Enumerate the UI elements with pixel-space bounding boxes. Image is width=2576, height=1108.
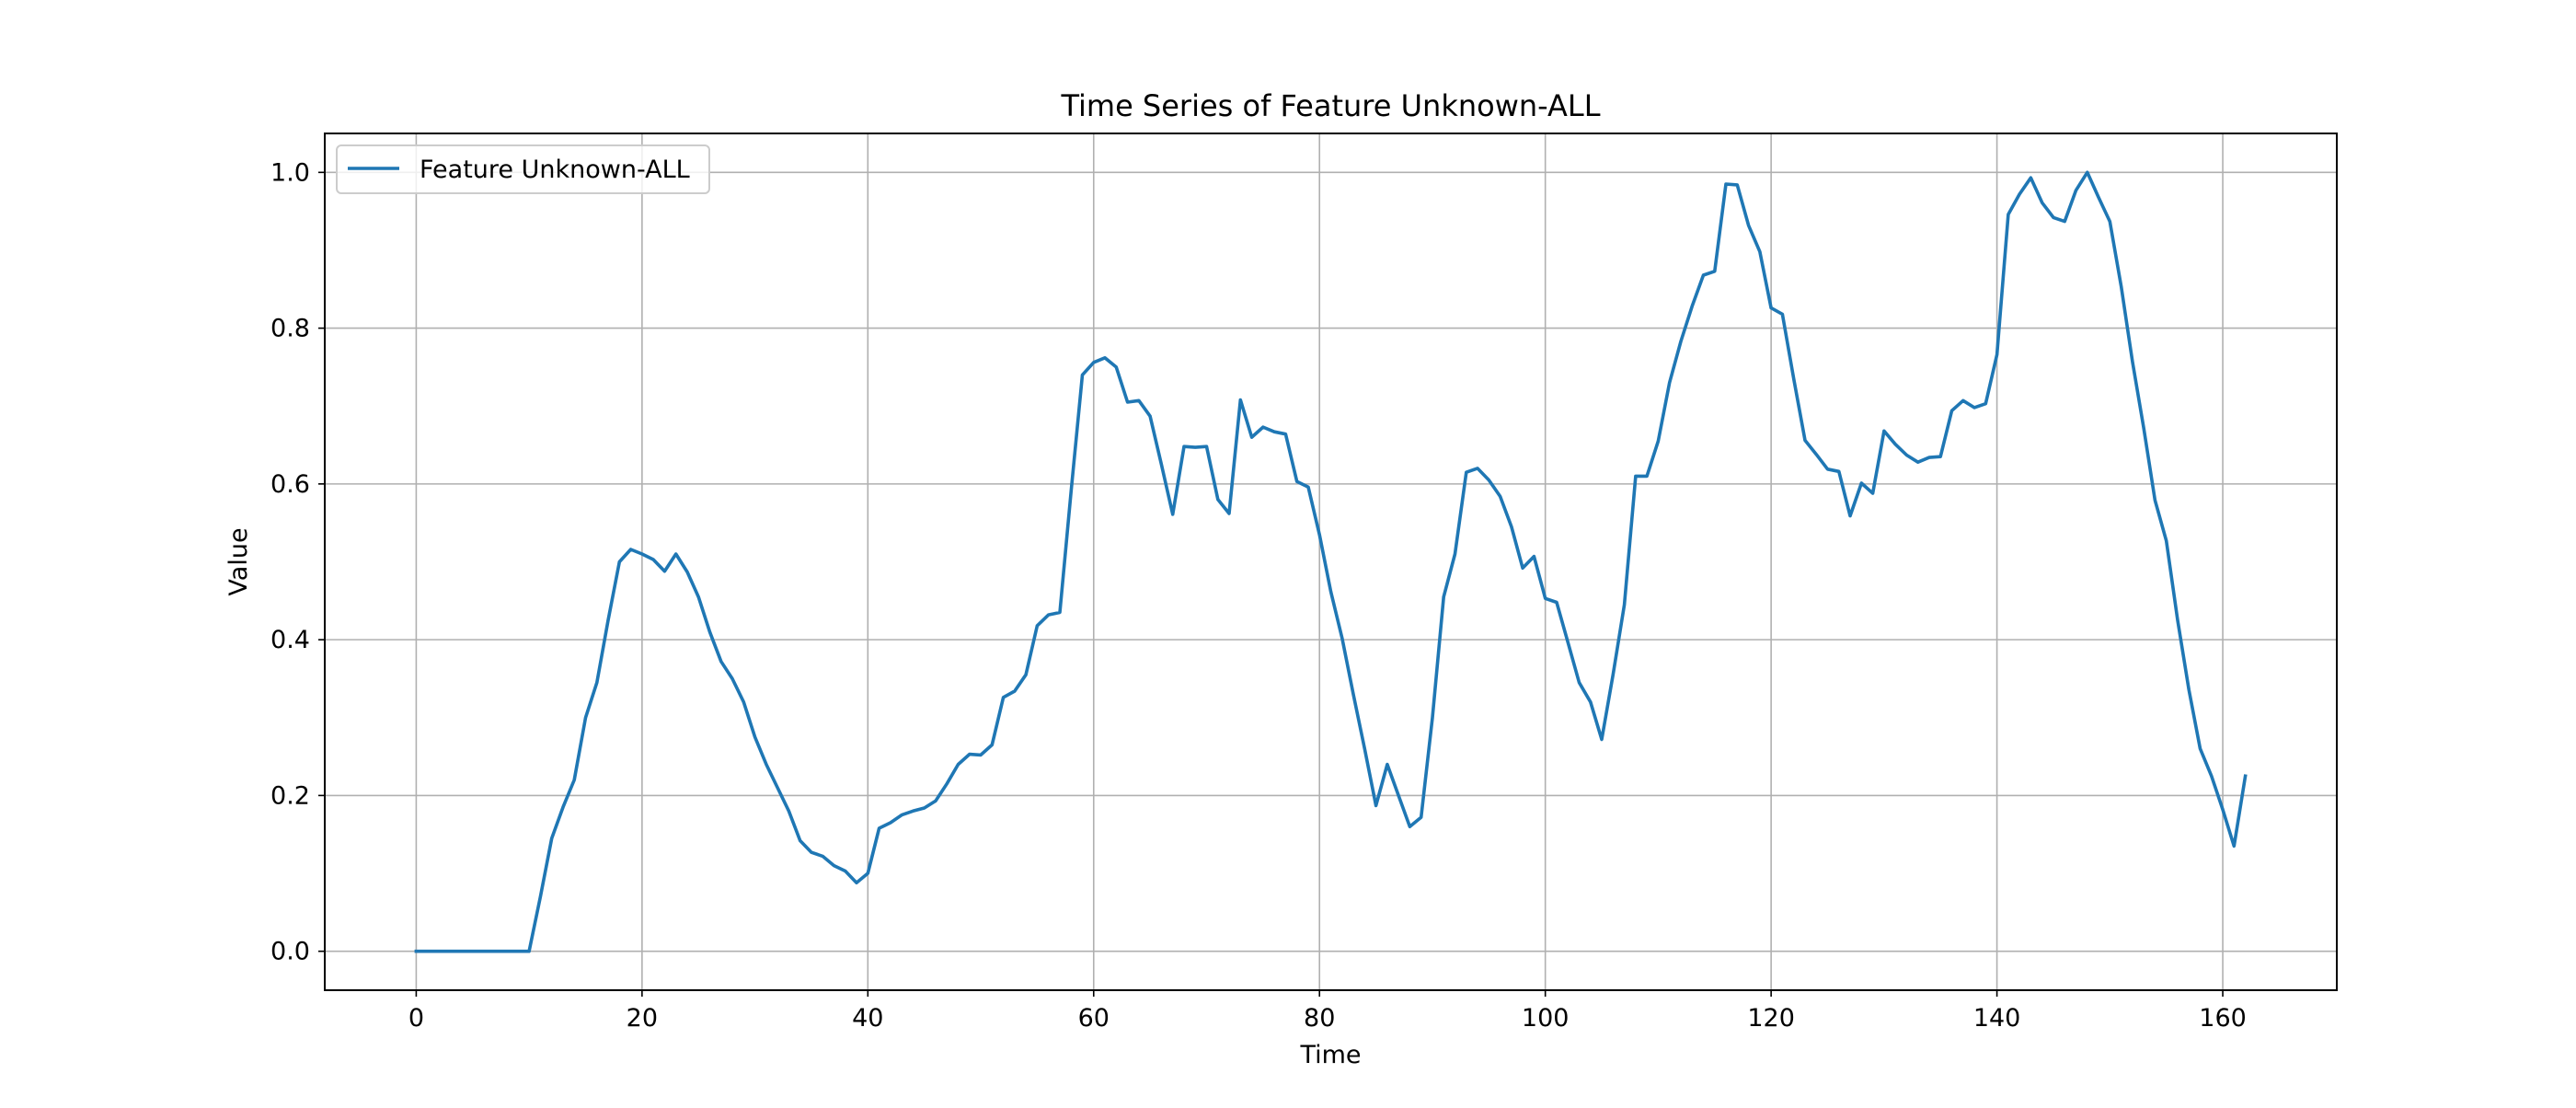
- x-tick-label: 40: [852, 1004, 883, 1033]
- x-tick-label: 140: [1973, 1004, 2021, 1033]
- chart-title: Time Series of Feature Unknown-ALL: [1060, 88, 1600, 123]
- x-tick-label: 0: [408, 1004, 424, 1033]
- x-tick-label: 60: [1078, 1004, 1110, 1033]
- y-tick-label: 0.0: [270, 938, 310, 966]
- plot-area-frame: [324, 133, 2338, 991]
- x-tick-label: 80: [1304, 1004, 1335, 1033]
- series-line: [414, 170, 2248, 953]
- legend-label: Feature Unknown-ALL: [420, 156, 690, 184]
- x-tick-label: 120: [1747, 1004, 1795, 1033]
- y-tick-label: 0.8: [270, 315, 310, 343]
- y-tick-label: 0.6: [270, 470, 310, 499]
- axis-ticks: 0 20 40 60 80 100 120 140 160 0.0 0.2 0.4 0.6 0.8 1.0: [270, 158, 2247, 1033]
- x-tick-label: 100: [1522, 1004, 1570, 1033]
- legend: Feature Unknown-ALL: [336, 144, 710, 194]
- y-tick-label: 0.2: [270, 781, 310, 810]
- series-lines: [414, 170, 2248, 953]
- x-tick-label: 20: [627, 1004, 658, 1033]
- gridlines: [325, 133, 2337, 990]
- x-axis-label: Time: [1299, 1041, 1361, 1069]
- x-tick-label: 160: [2199, 1004, 2247, 1033]
- legend-box: [336, 144, 710, 194]
- y-axis-label: Value: [224, 527, 253, 595]
- y-tick-label: 0.4: [270, 626, 310, 654]
- y-tick-label: 1.0: [270, 158, 310, 187]
